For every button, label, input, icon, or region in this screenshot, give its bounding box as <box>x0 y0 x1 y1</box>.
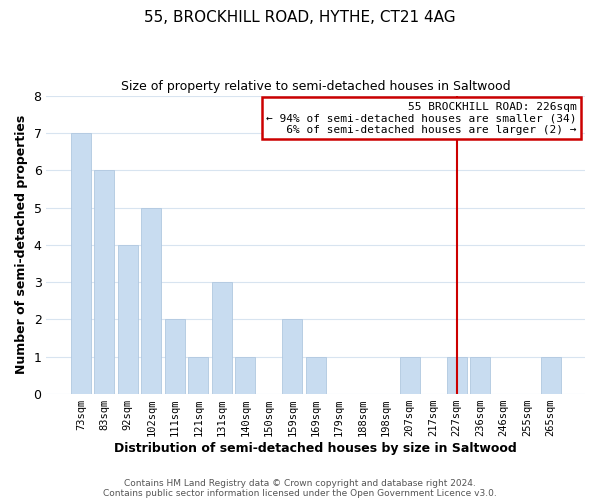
Bar <box>212 282 232 394</box>
Bar <box>400 357 419 394</box>
Bar <box>306 357 326 394</box>
Bar <box>541 357 560 394</box>
Bar <box>94 170 115 394</box>
Bar <box>446 357 467 394</box>
Text: 55 BROCKHILL ROAD: 226sqm
← 94% of semi-detached houses are smaller (34)
   6% o: 55 BROCKHILL ROAD: 226sqm ← 94% of semi-… <box>266 102 577 134</box>
Bar <box>470 357 490 394</box>
Title: Size of property relative to semi-detached houses in Saltwood: Size of property relative to semi-detach… <box>121 80 511 93</box>
Bar <box>188 357 208 394</box>
Bar <box>235 357 255 394</box>
Bar <box>165 320 185 394</box>
Bar <box>282 320 302 394</box>
Text: Contains public sector information licensed under the Open Government Licence v3: Contains public sector information licen… <box>103 488 497 498</box>
Text: 55, BROCKHILL ROAD, HYTHE, CT21 4AG: 55, BROCKHILL ROAD, HYTHE, CT21 4AG <box>144 10 456 25</box>
Bar <box>71 133 91 394</box>
X-axis label: Distribution of semi-detached houses by size in Saltwood: Distribution of semi-detached houses by … <box>115 442 517 455</box>
Text: Contains HM Land Registry data © Crown copyright and database right 2024.: Contains HM Land Registry data © Crown c… <box>124 478 476 488</box>
Bar <box>142 208 161 394</box>
Y-axis label: Number of semi-detached properties: Number of semi-detached properties <box>15 115 28 374</box>
Bar <box>118 245 138 394</box>
